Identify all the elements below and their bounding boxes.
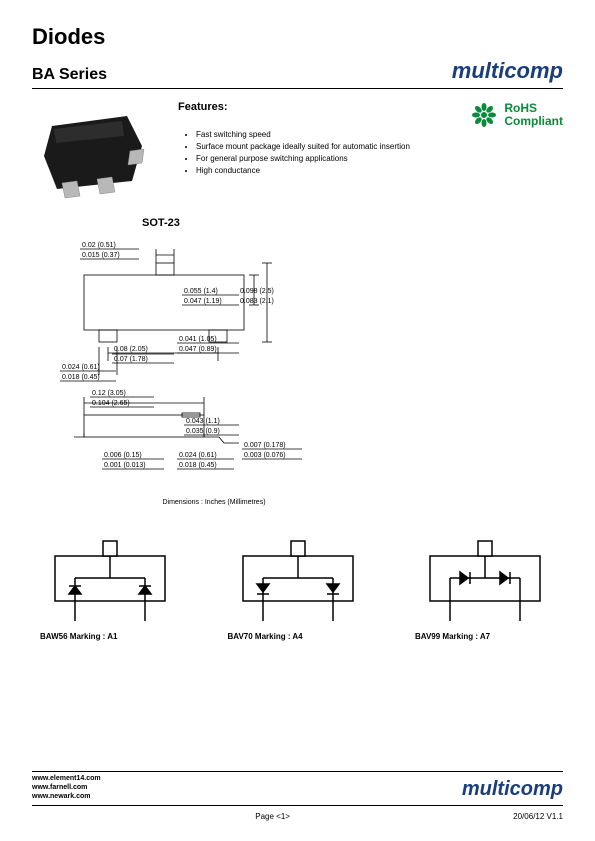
footer-urls: www.element14.com www.farnell.com www.ne… — [32, 774, 101, 801]
svg-text:0.041 (1.05): 0.041 (1.05) — [179, 336, 217, 343]
header-row: BA Series multicomp — [32, 58, 563, 89]
svg-text:0.098 (2.5): 0.098 (2.5) — [240, 288, 274, 295]
svg-text:0.015 (0.37): 0.015 (0.37) — [82, 252, 120, 259]
svg-text:0.018 (0.45): 0.018 (0.45) — [179, 462, 217, 469]
svg-text:0.07 (1.78): 0.07 (1.78) — [114, 356, 148, 363]
svg-text:0.006 (0.15): 0.006 (0.15) — [104, 452, 142, 459]
svg-text:0.024 (0.61): 0.024 (0.61) — [62, 364, 100, 371]
svg-text:0.018 (0.45): 0.018 (0.45) — [62, 374, 100, 381]
svg-text:0.043 (1.1): 0.043 (1.1) — [186, 418, 220, 425]
schematic-bav99: BAV99 Marking : A7 — [415, 536, 555, 641]
svg-text:0.083 (2.1): 0.083 (2.1) — [240, 298, 274, 305]
product-image — [32, 101, 162, 201]
svg-text:0.12 (3.05): 0.12 (3.05) — [92, 390, 126, 397]
footer-url: www.farnell.com — [32, 783, 101, 792]
feature-item: High conductance — [196, 165, 563, 177]
feature-item: Fast switching speed — [196, 129, 563, 141]
page-footer: www.element14.com www.farnell.com www.ne… — [32, 771, 563, 821]
features-heading: Features: — [178, 101, 228, 113]
svg-text:0.104 (2.65): 0.104 (2.65) — [92, 400, 130, 407]
svg-text:0.007 (0.178): 0.007 (0.178) — [244, 442, 286, 449]
svg-text:0.024 (0.61): 0.024 (0.61) — [179, 452, 217, 459]
schematic-bav70: BAV70 Marking : A4 — [228, 536, 368, 641]
footer-url: www.element14.com — [32, 774, 101, 783]
package-diagram: 0.02 (0.51) 0.015 (0.37) 0.055 (1.4) 0.0… — [44, 235, 324, 506]
series-label: BA Series — [32, 66, 107, 84]
page-number: Page <1> — [32, 812, 513, 821]
schematic-baw56: BAW56 Marking : A1 — [40, 536, 180, 641]
svg-text:0.047 (1.19): 0.047 (1.19) — [184, 298, 222, 305]
schematic-label: BAV70 Marking : A4 — [228, 632, 368, 641]
svg-text:0.003 (0.076): 0.003 (0.076) — [244, 452, 286, 459]
feature-item: Surface mount package ideally suited for… — [196, 141, 563, 153]
footer-brand-logo: multicomp — [462, 778, 563, 801]
brand-logo: multicomp — [452, 58, 563, 84]
svg-text:0.055 (1.4): 0.055 (1.4) — [184, 288, 218, 295]
svg-text:0.047 (0.89): 0.047 (0.89) — [179, 346, 217, 353]
schematic-label: BAV99 Marking : A7 — [415, 632, 555, 641]
svg-text:0.08 (2.05): 0.08 (2.05) — [114, 346, 148, 353]
svg-text:0.02 (0.51): 0.02 (0.51) — [82, 242, 116, 249]
schematics-row: BAW56 Marking : A1 — [32, 536, 563, 641]
date-version: 20/06/12 V1.1 — [513, 812, 563, 821]
dimension-caption: Dimensions : Inches (Millimetres) — [104, 499, 324, 506]
page-title: Diodes — [32, 24, 563, 50]
svg-text:0.001 (0.013): 0.001 (0.013) — [104, 462, 146, 469]
features-list: Fast switching speed Surface mount packa… — [196, 129, 563, 177]
rohs-line2: Compliant — [504, 115, 563, 128]
rohs-badge: RoHS Compliant — [470, 101, 563, 129]
svg-text:0.035 (0.9): 0.035 (0.9) — [186, 428, 220, 435]
schematic-label: BAW56 Marking : A1 — [40, 632, 180, 641]
rohs-icon — [470, 101, 498, 129]
feature-item: For general purpose switching applicatio… — [196, 153, 563, 165]
package-label: SOT-23 — [142, 217, 563, 229]
footer-url: www.newark.com — [32, 792, 101, 801]
